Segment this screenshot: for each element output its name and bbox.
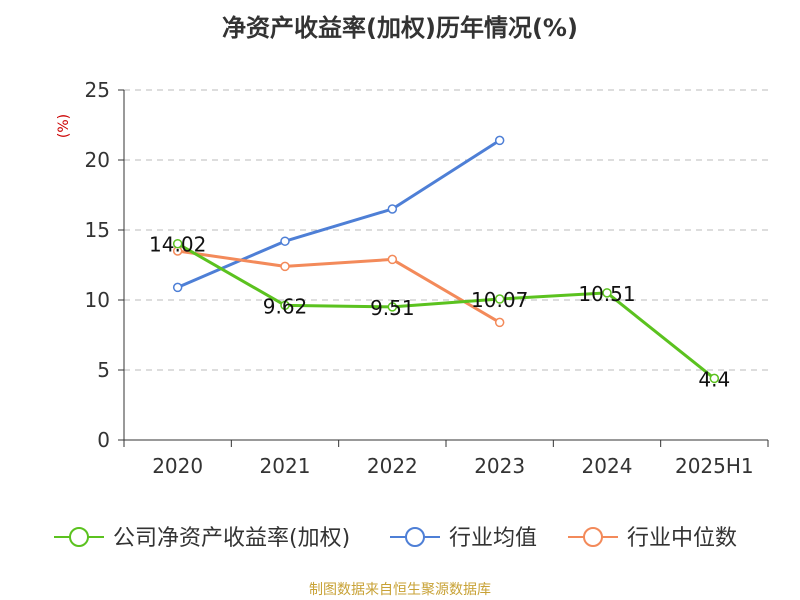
data-label: 9.51: [370, 296, 415, 320]
data-label: 10.07: [471, 288, 528, 312]
y-tick-label: 15: [85, 218, 110, 242]
data-point: [280, 300, 290, 311]
source-note: 制图数据来自恒生聚源数据库: [309, 582, 491, 598]
data-point: [494, 135, 505, 146]
y-tick-label: 25: [85, 78, 110, 102]
legend-marker: [583, 527, 603, 547]
x-tick-label: 2024: [582, 454, 633, 478]
y-tick-label: 20: [85, 148, 110, 172]
data-point: [602, 288, 612, 298]
data-point: [387, 204, 398, 214]
legend-marker: [69, 527, 89, 547]
data-point: [387, 302, 398, 312]
y-tick-label: 0: [97, 428, 110, 452]
data-label: 4.4: [698, 367, 730, 391]
data-point: [494, 317, 505, 328]
legend-marker: [405, 527, 425, 547]
y-axis-label: (%): [56, 114, 72, 138]
legend-label: 公司净资产收益率(加权): [113, 526, 350, 551]
y-tick-label: 10: [85, 288, 110, 312]
y-tick-label: 5: [97, 358, 110, 382]
x-tick-label: 2021: [260, 454, 311, 478]
x-tick-label: 2023: [474, 454, 525, 478]
series-line: [177, 249, 501, 324]
data-point: [280, 261, 290, 272]
chart-title: 净资产收益率(加权)历年情况(%): [222, 14, 578, 42]
data-point: [709, 373, 720, 384]
data-point: [387, 254, 398, 265]
data-point: [172, 238, 183, 249]
data-label: 14.02: [149, 233, 206, 257]
data-label: 10.51: [578, 282, 635, 306]
data-label: 9.62: [263, 294, 308, 318]
series-line: [176, 242, 716, 380]
x-tick-label: 2022: [367, 454, 418, 478]
data-point: [280, 236, 290, 246]
x-tick-label: 2025H1: [675, 454, 754, 478]
legend-label: 行业中位数: [627, 526, 737, 551]
data-point: [494, 294, 505, 304]
data-point: [172, 282, 183, 293]
series-line: [177, 139, 501, 289]
legend-label: 行业均值: [449, 526, 537, 551]
x-tick-label: 2020: [152, 454, 203, 478]
